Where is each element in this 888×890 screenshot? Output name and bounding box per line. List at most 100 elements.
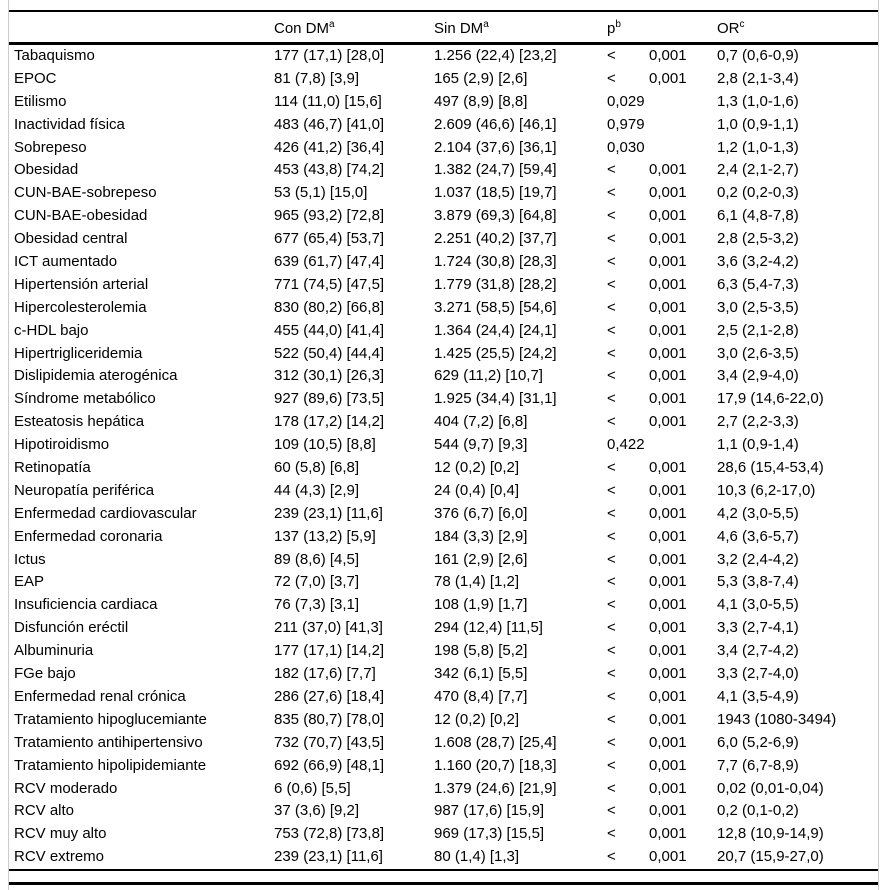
- cell-p-prefix: 0,029: [607, 92, 645, 110]
- cell-or: 2,8 (2,1-3,4): [717, 69, 799, 87]
- cell-p: <0,001: [607, 846, 717, 869]
- cell-con-dm: 109 (10,5) [8,8]: [274, 436, 376, 454]
- cell-sin-dm: 342 (6,1) [5,5]: [434, 665, 528, 683]
- cell-p: <0,001: [607, 571, 717, 594]
- cell-sin-dm: 497 (8,9) [8,8]: [434, 92, 528, 110]
- table-row: RCV alto 37 (3,6) [9,2] 987 (17,6) [15,9…: [9, 800, 878, 823]
- cell-con-dm: 211 (37,0) [41,3]: [274, 619, 383, 637]
- table-top-spacer: [9, 0, 878, 10]
- cell-con-dm: 455 (44,0) [41,4]: [274, 321, 385, 339]
- cell-p-prefix: <: [607, 550, 616, 568]
- cell-or: 1,0 (0,9-1,1): [717, 115, 799, 133]
- cell-p-prefix: <: [607, 321, 616, 339]
- row-label: Hipertrigliceridemia: [14, 344, 143, 362]
- cell-con-dm: 182 (17,6) [7,7]: [274, 665, 376, 683]
- cell-p-value: 0,001: [649, 619, 687, 637]
- cell-sin-dm: 1.364 (24,4) [24,1]: [434, 321, 557, 339]
- cell-p-value: 0,001: [649, 802, 687, 820]
- footnote-marker-a: a: [329, 18, 335, 30]
- cell-p-prefix: <: [607, 825, 616, 843]
- cell-p-value: 0,001: [649, 161, 687, 179]
- table-row: Hipercolesterolemia 830 (80,2) [66,8] 3.…: [9, 297, 878, 320]
- cell-or: 1,3 (1,0-1,6): [717, 92, 799, 110]
- cell-p: <0,001: [607, 663, 717, 686]
- cell-p: 0,422: [607, 434, 717, 457]
- cell-p-value: 0,001: [649, 642, 687, 660]
- cell-p-prefix: <: [607, 504, 616, 522]
- table-body: Tabaquismo 177 (17,1) [28,0] 1.256 (22,4…: [9, 45, 878, 869]
- table-row: Sobrepeso 426 (41,2) [36,4] 2.104 (37,6)…: [9, 137, 878, 160]
- cell-p-prefix: <: [607, 230, 616, 248]
- footnote-marker-b: b: [615, 18, 621, 30]
- cell-p-prefix: <: [607, 390, 616, 408]
- table-row: Esteatosis hepática 178 (17,2) [14,2] 40…: [9, 411, 878, 434]
- cell-p-value: 0,001: [649, 390, 687, 408]
- row-label: Neuropatía periférica: [14, 481, 155, 499]
- cell-p-value: 0,001: [649, 275, 687, 293]
- cell-p-value: 0,001: [649, 481, 687, 499]
- table-row: Tratamiento hipoglucemiante 835 (80,7) […: [9, 709, 878, 732]
- row-label: Albuminuria: [14, 642, 94, 660]
- row-label: Obesidad: [14, 161, 79, 179]
- table-row: Retinopatía 60 (5,8) [6,8] 12 (0,2) [0,2…: [9, 457, 878, 480]
- cell-con-dm: 483 (46,7) [41,0]: [274, 115, 385, 133]
- cell-p-prefix: 0,979: [607, 115, 645, 133]
- cell-con-dm: 37 (3,6) [9,2]: [274, 802, 360, 820]
- cell-con-dm: 965 (93,2) [72,8]: [274, 207, 385, 225]
- cell-or: 4,6 (3,6-5,7): [717, 527, 799, 545]
- cell-or: 1943 (1080-3494): [717, 710, 837, 728]
- cell-sin-dm: 294 (12,4) [11,5]: [434, 619, 543, 637]
- cell-p: <0,001: [607, 686, 717, 709]
- cell-or: 0,2 (0,1-0,2): [717, 802, 799, 820]
- cell-p-prefix: <: [607, 848, 616, 866]
- cell-p-value: 0,001: [649, 665, 687, 683]
- cell-con-dm: 286 (27,6) [18,4]: [274, 687, 385, 705]
- cell-or: 2,5 (2,1-2,8): [717, 321, 799, 339]
- cell-p: <0,001: [607, 709, 717, 732]
- cell-p: <0,001: [607, 320, 717, 343]
- cell-p: <0,001: [607, 457, 717, 480]
- table-row: Hipertrigliceridemia 522 (50,4) [44,4] 1…: [9, 343, 878, 366]
- row-label: Hipotiroidismo: [14, 436, 110, 454]
- cell-p: <0,001: [607, 159, 717, 182]
- cell-p-prefix: <: [607, 733, 616, 751]
- cell-p-value: 0,001: [649, 344, 687, 362]
- row-label: Etilismo: [14, 92, 67, 110]
- row-label: EPOC: [14, 69, 57, 87]
- cell-p-value: 0,001: [649, 367, 687, 385]
- row-label: c-HDL bajo: [14, 321, 89, 339]
- cell-p: <0,001: [607, 823, 717, 846]
- footnote-marker-c: c: [739, 18, 745, 30]
- cell-con-dm: 312 (30,1) [26,3]: [274, 367, 385, 385]
- row-label: Enfermedad coronaria: [14, 527, 163, 545]
- cell-p: <0,001: [607, 526, 717, 549]
- cell-p-prefix: <: [607, 710, 616, 728]
- cell-con-dm: 522 (50,4) [44,4]: [274, 344, 385, 362]
- cell-p-prefix: <: [607, 779, 616, 797]
- cell-p: <0,001: [607, 182, 717, 205]
- cell-or: 3,4 (2,9-4,0): [717, 367, 799, 385]
- table-row: CUN-BAE-sobrepeso 53 (5,1) [15,0] 1.037 …: [9, 182, 878, 205]
- cell-or: 0,7 (0,6-0,9): [717, 47, 799, 64]
- row-label: Esteatosis hepática: [14, 413, 145, 431]
- cell-con-dm: 426 (41,2) [36,4]: [274, 138, 385, 156]
- cell-sin-dm: 2.104 (37,6) [36,1]: [434, 138, 557, 156]
- cell-p-value: 0,001: [649, 733, 687, 751]
- row-label: Sobrepeso: [14, 138, 87, 156]
- cell-p: 0,030: [607, 137, 717, 160]
- table-row: Hipertensión arterial 771 (74,5) [47,5] …: [9, 274, 878, 297]
- cell-p: <0,001: [607, 45, 717, 68]
- table-row: Hipotiroidismo 109 (10,5) [8,8] 544 (9,7…: [9, 434, 878, 457]
- cell-sin-dm: 1.425 (25,5) [24,2]: [434, 344, 557, 362]
- cell-or: 2,8 (2,5-3,2): [717, 230, 799, 248]
- cell-con-dm: 830 (80,2) [66,8]: [274, 298, 385, 316]
- cell-or: 7,7 (6,7-8,9): [717, 756, 799, 774]
- table-row: EAP 72 (7,0) [3,7] 78 (1,4) [1,2] <0,001…: [9, 571, 878, 594]
- cell-p-value: 0,001: [649, 504, 687, 522]
- cell-sin-dm: 78 (1,4) [1,2]: [434, 573, 520, 591]
- bottom-rule-thick: [9, 882, 878, 886]
- table-row: ICT aumentado 639 (61,7) [47,4] 1.724 (3…: [9, 251, 878, 274]
- cell-sin-dm: 629 (11,2) [10,7]: [434, 367, 543, 385]
- cell-p: <0,001: [607, 411, 717, 434]
- cell-con-dm: 835 (80,7) [78,0]: [274, 710, 385, 728]
